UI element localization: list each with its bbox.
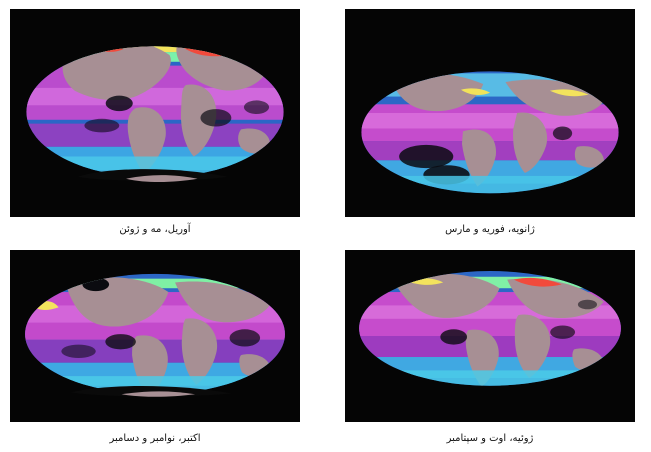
map-panel-january-february-march bbox=[345, 9, 635, 217]
caption-april-may-june: آوریل، مه و ژوئن bbox=[119, 224, 191, 235]
caption-october-november-december: اکتبر، نوامبر و دسامبر bbox=[109, 433, 201, 444]
ocean-map-spring bbox=[26, 46, 284, 183]
ocean-map-autumn bbox=[25, 273, 285, 397]
ocean-map-summer bbox=[359, 271, 621, 386]
map-panel-april-may-june bbox=[10, 9, 300, 217]
map-panel-july-august-september bbox=[345, 250, 635, 422]
caption-july-august-september: ژوئیه، اوت و سپتامبر bbox=[446, 433, 534, 444]
ocean-map-winter bbox=[361, 71, 619, 194]
caption-january-february-march: ژانویه، فوریه و مارس bbox=[445, 224, 535, 235]
map-panel-october-november-december bbox=[10, 250, 300, 422]
